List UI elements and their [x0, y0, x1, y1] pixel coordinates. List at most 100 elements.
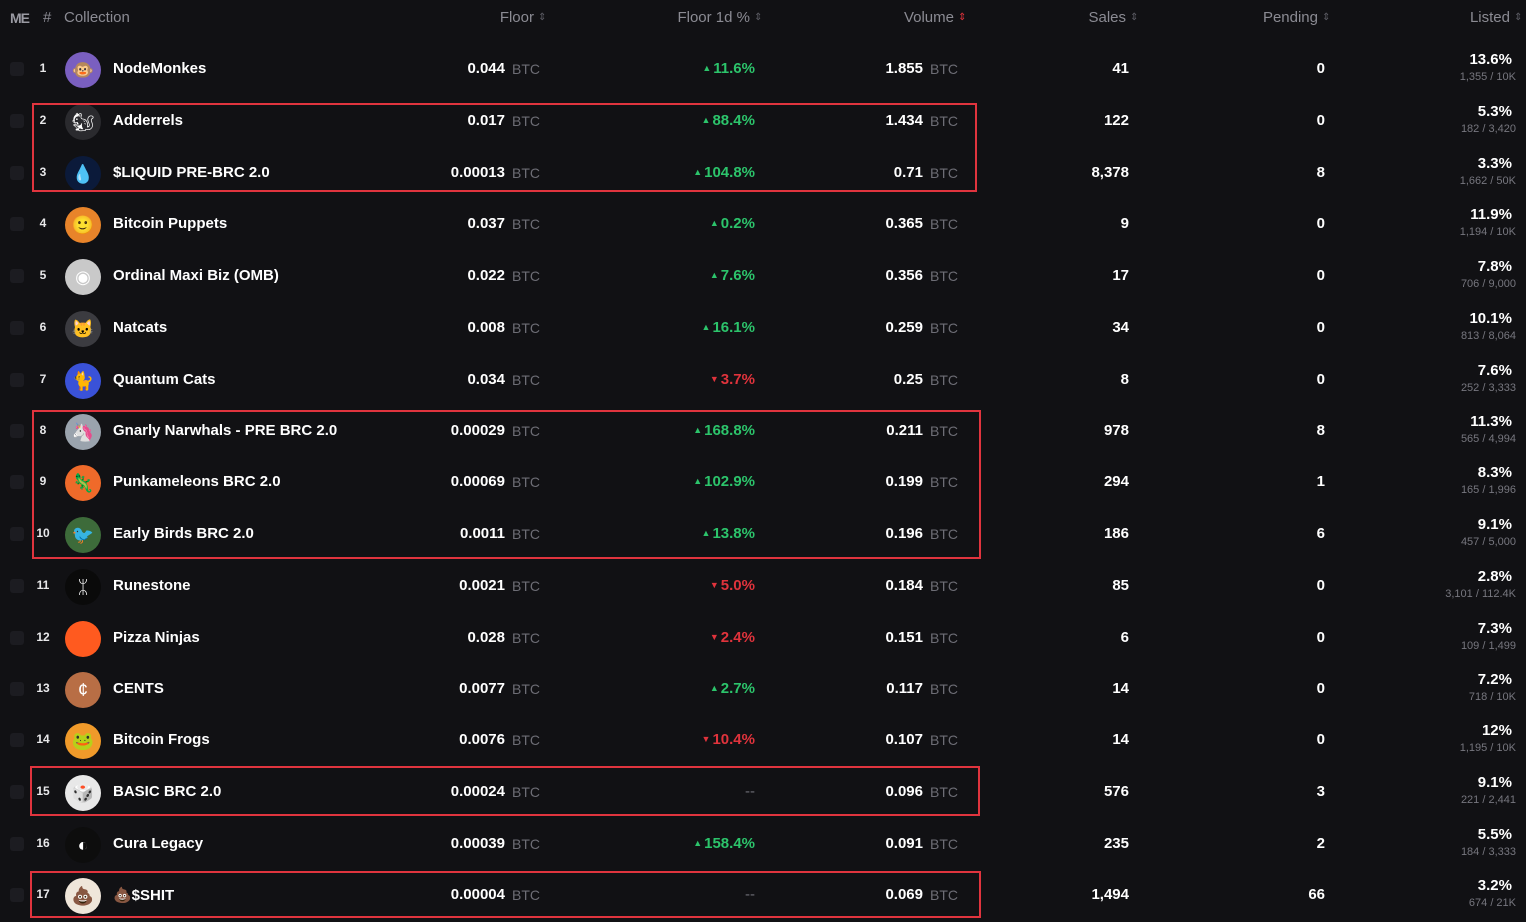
pending-value: 0	[1316, 731, 1325, 748]
collection-avatar: 🐦	[65, 517, 101, 553]
table-row[interactable]: 14 🐸 Bitcoin Frogs 0.0076 BTC ▼ 10.4% 0.107 BTC 1…	[0, 715, 1526, 767]
listed-detail: 565 / 4,994	[1460, 433, 1516, 445]
row-checkbox[interactable]	[10, 321, 24, 335]
listed-percent: 11.3%	[1470, 413, 1512, 430]
table-row[interactable]: 17 💩 💩$SHIT 0.00004 BTC -- 0.069 BTC 1,494 66 3.2%…	[0, 870, 1526, 922]
collection-name[interactable]: Natcats	[113, 319, 168, 336]
row-checkbox[interactable]	[10, 217, 24, 231]
collection-name[interactable]: Pizza Ninjas	[113, 629, 200, 646]
table-row[interactable]: 1 🐵 NodeMonkes 0.044 BTC ▲ 11.6% 1.855 BTC 41 0 13.…	[0, 44, 1526, 96]
row-checkbox[interactable]	[10, 475, 24, 489]
sales-value: 186	[1103, 525, 1129, 542]
listed-detail: 1,662 / 50K	[1459, 175, 1516, 187]
listed-header[interactable]: Listed ⇕	[1470, 9, 1522, 26]
currency-label: BTC	[512, 165, 540, 181]
collection-name[interactable]: Quantum Cats	[113, 371, 216, 388]
table-row[interactable]: 6 🐱 Natcats 0.008 BTC ▲ 16.1% 0.259 BTC 34 0 10.1% 8…	[0, 303, 1526, 355]
floor-change-value: 158.4%	[704, 835, 755, 852]
floor-change-value: 2.4%	[720, 629, 755, 646]
sales-value: 8,378	[1091, 164, 1129, 181]
floor-change-value: 2.7%	[720, 680, 755, 697]
sales-value: 41	[1112, 60, 1129, 77]
row-rank: 13	[36, 681, 50, 695]
row-checkbox[interactable]	[10, 785, 24, 799]
listed-percent: 3.3%	[1477, 155, 1512, 172]
floor-header[interactable]: Floor ⇕	[500, 9, 547, 26]
floor-change-value: 102.9%	[704, 473, 755, 490]
listed-detail: 706 / 9,000	[1460, 278, 1516, 290]
collection-name[interactable]: CENTS	[113, 680, 164, 697]
volume-header[interactable]: Volume ⇕	[904, 9, 966, 26]
table-row[interactable]: 8 🦄 Gnarly Narwhals - PRE BRC 2.0 0.00029 BT…	[0, 406, 1526, 458]
row-rank: 10	[36, 526, 50, 540]
row-checkbox[interactable]	[10, 579, 24, 593]
volume-header-label: Volume	[903, 9, 954, 26]
table-row[interactable]: 9 🦎 Punkameleons BRC 2.0 0.00069 BTC ▲ 102.9% 0…	[0, 457, 1526, 509]
collection-name[interactable]: Early Birds BRC 2.0	[113, 525, 254, 542]
listed-percent: 8.3%	[1477, 464, 1512, 481]
collection-name[interactable]: Ordinal Maxi Biz (OMB)	[113, 267, 279, 284]
row-checkbox[interactable]	[10, 631, 24, 645]
table-row[interactable]: 16 ◐ Cura Legacy 0.00039 BTC ▲ 158.4% 0.091 BTC 2…	[0, 819, 1526, 871]
table-row[interactable]: 3 💧 $LIQUID PRE-BRC 2.0 0.00013 BTC ▲ 104.8% 0.…	[0, 148, 1526, 200]
volume-value: 0.096	[885, 783, 923, 800]
currency-label: BTC	[930, 630, 958, 646]
volume-value: 0.356	[885, 267, 923, 284]
table-row[interactable]: 12 Pizza Ninjas 0.028 BTC ▼ 2.4% 0.151 BTC 6 0 7.3…	[0, 613, 1526, 665]
row-checkbox[interactable]	[10, 114, 24, 128]
pending-header-label: Pending	[1262, 9, 1318, 26]
table-row[interactable]: 2 🐿 Adderrels 0.017 BTC ▲ 88.4% 1.434 BTC 122 0 5.3…	[0, 96, 1526, 148]
row-checkbox[interactable]	[10, 682, 24, 696]
collection-name[interactable]: Punkameleons BRC 2.0	[113, 473, 281, 490]
row-checkbox[interactable]	[10, 424, 24, 438]
row-checkbox[interactable]	[10, 166, 24, 180]
row-checkbox[interactable]	[10, 373, 24, 387]
row-checkbox[interactable]	[10, 733, 24, 747]
pending-value: 0	[1316, 629, 1325, 646]
table-row[interactable]: 11 ᛯ Runestone 0.0021 BTC ▼ 5.0% 0.184 BTC 85 0 2.8…	[0, 561, 1526, 613]
pending-value: 8	[1316, 422, 1325, 439]
row-checkbox[interactable]	[10, 269, 24, 283]
table-row[interactable]: 10 🐦 Early Birds BRC 2.0 0.0011 BTC ▲ 13.8% 0.1…	[0, 509, 1526, 561]
table-row[interactable]: 4 🙂 Bitcoin Puppets 0.037 BTC ▲ 0.2% 0.365 BTC 9 0…	[0, 199, 1526, 251]
magic-eden-logo: ME	[10, 10, 30, 26]
floor-change: ▲ 0.2%	[710, 215, 755, 232]
rank-header: #	[43, 9, 52, 26]
listed-detail: 252 / 3,333	[1460, 382, 1516, 394]
floor-change-value: 3.7%	[720, 371, 755, 388]
volume-value: 1.855	[885, 60, 923, 77]
volume-value: 0.199	[885, 473, 923, 490]
collection-name[interactable]: Cura Legacy	[113, 835, 204, 852]
collection-avatar: 🎲	[65, 775, 101, 811]
table-row[interactable]: 7 🐈 Quantum Cats 0.034 BTC ▼ 3.7% 0.25 BTC 8 0 7.6%…	[0, 355, 1526, 407]
arrow-up-icon: ▲	[701, 322, 711, 332]
collection-name[interactable]: Runestone	[113, 577, 191, 594]
arrow-down-icon: ▼	[709, 580, 719, 590]
table-row[interactable]: 5 ◉ Ordinal Maxi Biz (OMB) 0.022 BTC ▲ 7.6% 0.3…	[0, 251, 1526, 303]
currency-label: BTC	[930, 887, 958, 903]
currency-label: BTC	[930, 320, 958, 336]
collection-header: Collection	[64, 9, 130, 26]
row-checkbox[interactable]	[10, 837, 24, 851]
collection-name[interactable]: Adderrels	[113, 112, 184, 129]
collection-name[interactable]: NodeMonkes	[113, 60, 207, 77]
floor-1d-header[interactable]: Floor 1d % ⇕	[677, 9, 762, 26]
sales-header[interactable]: Sales ⇕	[1088, 9, 1138, 26]
sales-value: 6	[1120, 629, 1129, 646]
table-row[interactable]: 15 🎲 BASIC BRC 2.0 0.00024 BTC -- 0.096 BTC 576 3…	[0, 767, 1526, 819]
collection-name[interactable]: Bitcoin Puppets	[113, 215, 228, 232]
floor-change-value: 13.8%	[712, 525, 755, 542]
pending-value: 0	[1316, 680, 1325, 697]
collection-name[interactable]: Gnarly Narwhals - PRE BRC 2.0	[113, 422, 338, 439]
row-rank: 17	[36, 887, 50, 901]
row-checkbox[interactable]	[10, 62, 24, 76]
collection-name[interactable]: Bitcoin Frogs	[113, 731, 210, 748]
row-checkbox[interactable]	[10, 888, 24, 902]
row-checkbox[interactable]	[10, 527, 24, 541]
pending-header[interactable]: Pending ⇕	[1263, 9, 1330, 26]
collection-name[interactable]: 💩$SHIT	[113, 887, 175, 904]
table-row[interactable]: 13 ¢ CENTS 0.0077 BTC ▲ 2.7% 0.117 BTC 14 0 7.2% 718…	[0, 664, 1526, 716]
collection-name[interactable]: $LIQUID PRE-BRC 2.0	[113, 164, 270, 181]
currency-label: BTC	[512, 836, 540, 852]
collection-name[interactable]: BASIC BRC 2.0	[113, 783, 222, 800]
